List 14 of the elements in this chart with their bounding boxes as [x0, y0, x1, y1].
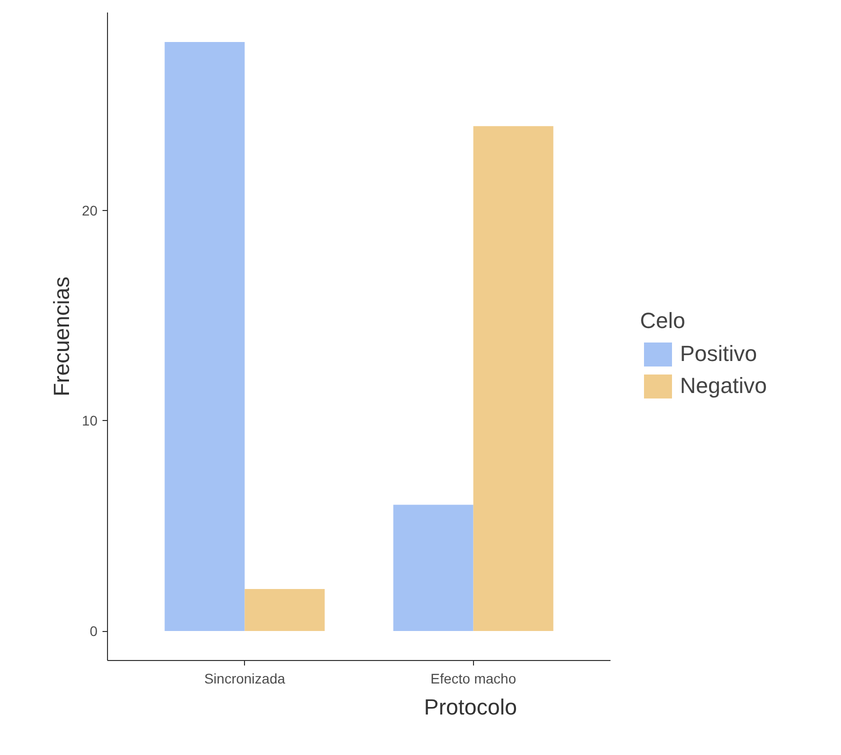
- x-tick-label: Efecto macho: [430, 670, 516, 686]
- bar: [164, 42, 245, 632]
- legend-label: Negativo: [680, 372, 767, 399]
- bar: [393, 504, 474, 632]
- legend-label: Positivo: [680, 340, 758, 367]
- x-axis-title: Protocolo: [424, 694, 517, 720]
- bar: [244, 588, 325, 632]
- y-axis-title: Frecuencias: [48, 276, 74, 396]
- y-tick-label: 10: [82, 412, 98, 429]
- bar: [473, 126, 554, 632]
- y-tick-label: 0: [90, 623, 98, 640]
- y-tick-label: 20: [82, 202, 98, 218]
- legend-title: Celo: [640, 308, 686, 334]
- x-tick-label: Sincronizada: [204, 670, 286, 686]
